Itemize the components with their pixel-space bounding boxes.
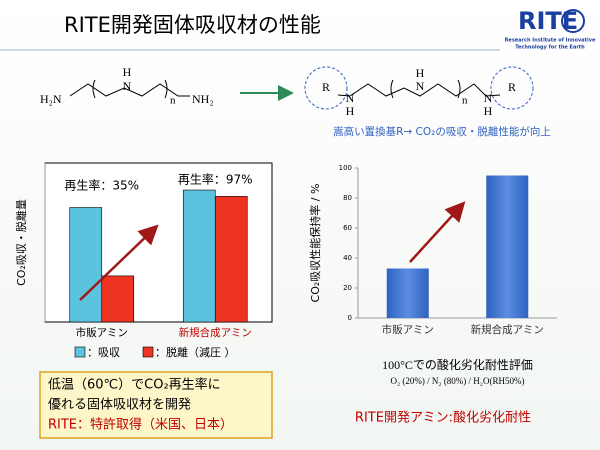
repeat: n — [170, 95, 176, 107]
y-tick-label: 80 — [343, 194, 352, 202]
slide-title: RITE開発固体吸収材の性能 — [64, 13, 321, 37]
atom: H₂N — [40, 92, 62, 106]
y-axis-label: CO₂吸収・脱離量 — [14, 199, 28, 286]
trend-arrow — [409, 201, 466, 263]
y-tick-label: 40 — [343, 254, 352, 262]
bar — [486, 175, 529, 318]
annotation: 再生率：35% — [64, 178, 139, 193]
atom: H — [484, 104, 493, 118]
molecule-right: R N H H N n N H R — [304, 66, 534, 118]
summary-box — [39, 371, 273, 439]
annotation: 再生率：97% — [178, 172, 253, 187]
legend-label: ：脱離（減圧 ） — [155, 345, 236, 359]
y-tick-label: 100 — [339, 164, 352, 172]
substituent — [490, 66, 534, 110]
y-tick-label: 60 — [343, 224, 352, 232]
atom: H — [346, 104, 355, 118]
bar — [182, 189, 216, 323]
x-tick-label: 新規合成アミン — [471, 323, 544, 336]
structure-note: 嵩高い置換基R→ CO₂の吸収・脱離性能が向上 — [333, 125, 551, 138]
x-tick-label: 市販アミン — [76, 326, 128, 339]
caption: O₂ (20%) / N₂ (80%) / H₂O(RH50%) — [391, 376, 525, 386]
logo-globe — [561, 9, 585, 33]
bracket — [92, 79, 168, 99]
trend-arrow — [79, 224, 159, 301]
bar — [69, 207, 103, 323]
bracket — [390, 79, 461, 99]
bar — [214, 196, 248, 323]
atom: N — [484, 91, 493, 105]
y-tick-label: 0 — [348, 314, 352, 322]
summary-text: 優れる固体吸収材を開発 — [48, 398, 191, 413]
logo-text: Technology for the Earth — [515, 45, 585, 51]
legend-swatch — [142, 346, 154, 358]
summary-text: RITE：特許取得（米国、日本） — [48, 417, 233, 433]
atom: N — [346, 91, 355, 105]
x-tick-label: 新規合成アミン — [179, 326, 252, 339]
substituent — [304, 66, 348, 110]
atom: H — [416, 66, 425, 80]
atom: N — [416, 79, 425, 93]
atom: R — [508, 80, 516, 94]
molecule-left: H N n H₂N NH₂ — [40, 65, 214, 107]
atom: R — [322, 80, 330, 94]
atom: H — [123, 65, 132, 79]
conclusion: RITE開発アミン:酸化劣化耐性 — [355, 411, 531, 426]
x-tick-label: 市販アミン — [382, 323, 434, 336]
y-axis-label: CO₂吸収性能保持率 / % — [308, 184, 322, 303]
summary-text: 低温（60℃）でCO₂再生率に — [48, 377, 221, 393]
logo-text: Research Institute of Innovative — [505, 38, 596, 44]
bond — [69, 83, 190, 97]
legend-label: ：吸収 — [87, 346, 120, 359]
bar — [101, 275, 135, 323]
y-tick-label: 20 — [343, 284, 352, 292]
legend-swatch — [74, 346, 86, 358]
caption: 100°Cでの酸化劣化耐性評価 — [382, 357, 533, 372]
atom: N — [123, 79, 132, 93]
atom: NH₂ — [192, 92, 214, 106]
bond — [337, 83, 501, 97]
repeat: n — [462, 95, 468, 107]
bar — [386, 268, 429, 318]
